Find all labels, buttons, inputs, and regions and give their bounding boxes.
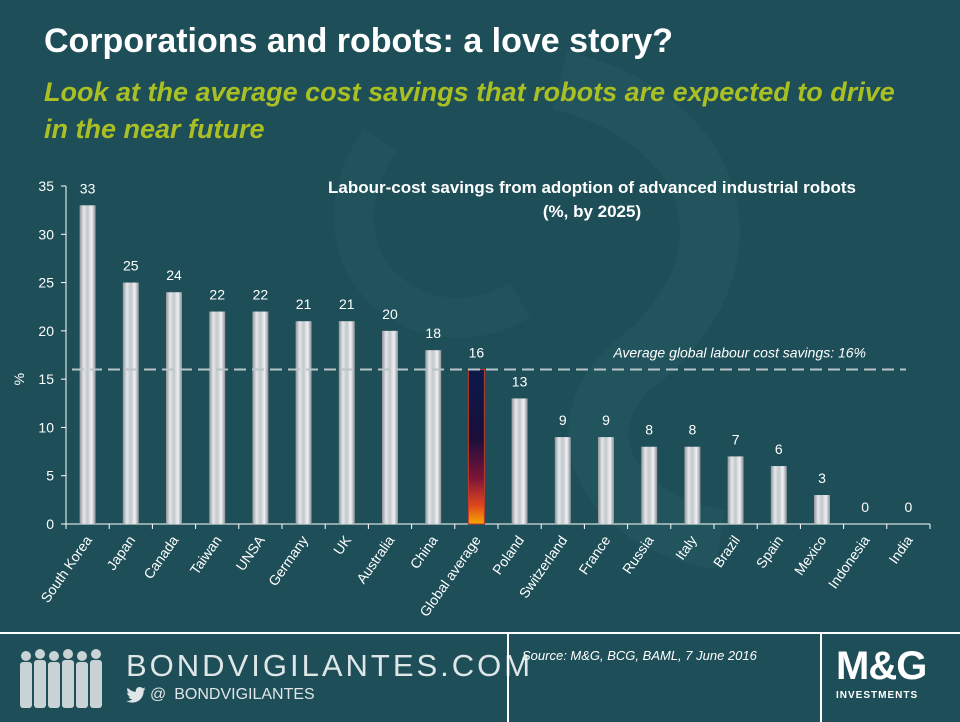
- y-tick-label: 20: [38, 323, 54, 339]
- at-symbol: @: [150, 686, 167, 703]
- data-label: 7: [732, 431, 740, 447]
- chart-title-line-1: Labour-cost savings from adoption of adv…: [328, 178, 856, 197]
- category-label: UK: [330, 532, 355, 558]
- brand-url[interactable]: BONDVIGILANTES.COM: [126, 648, 534, 683]
- bar: [727, 456, 744, 524]
- mg-logo: M&G INVESTMENTS: [836, 644, 948, 714]
- bar: [338, 321, 355, 524]
- y-axis-label: %: [11, 373, 27, 385]
- bar: [554, 437, 571, 524]
- reference-line-label: Average global labour cost savings: 16%: [612, 344, 866, 360]
- chart-title-line-2: (%, by 2025): [542, 202, 642, 221]
- data-label: 16: [469, 344, 485, 360]
- data-label: 22: [253, 287, 269, 303]
- twitter-handle: BONDVIGILANTES: [174, 686, 315, 703]
- twitter-row[interactable]: @ BONDVIGILANTES: [126, 684, 315, 706]
- data-label: 21: [339, 296, 355, 312]
- bar: [425, 350, 442, 524]
- data-label: 8: [645, 422, 653, 438]
- category-label: India: [885, 532, 916, 566]
- bar: [511, 398, 528, 524]
- bar: [598, 437, 614, 524]
- y-tick-label: 0: [46, 516, 54, 532]
- category-label: Germany: [265, 533, 311, 589]
- twitter-bird-icon: [126, 687, 146, 703]
- bar: [79, 205, 96, 525]
- bar: [814, 495, 830, 524]
- data-label: 0: [861, 499, 869, 515]
- data-label: 22: [209, 287, 225, 303]
- category-label: China: [407, 532, 441, 571]
- logo-subtext: INVESTMENTS: [836, 690, 919, 701]
- category-label: UNSA: [232, 532, 268, 574]
- y-tick-label: 35: [38, 178, 54, 194]
- category-label: Indonesia: [825, 532, 873, 591]
- category-label: Brazil: [710, 533, 743, 571]
- data-label: 3: [818, 470, 826, 486]
- data-label: 0: [905, 499, 913, 515]
- page-title: Corporations and robots: a love story?: [44, 22, 674, 60]
- bar: [641, 446, 658, 524]
- bar: [252, 311, 269, 524]
- y-tick-label: 10: [38, 419, 54, 435]
- page-subtitle: Look at the average cost savings that ro…: [44, 77, 895, 144]
- data-label: 6: [775, 441, 783, 457]
- y-tick-label: 5: [46, 468, 54, 484]
- bar: [122, 282, 139, 524]
- category-label: Taiwan: [187, 533, 225, 578]
- data-label: 20: [382, 306, 398, 322]
- data-label: 18: [425, 325, 441, 341]
- category-label: Poland: [489, 533, 527, 578]
- bar: [770, 466, 787, 524]
- category-label: Italy: [672, 533, 700, 563]
- bar: [684, 446, 701, 524]
- y-tick-label: 30: [38, 226, 54, 242]
- category-label: Japan: [103, 533, 138, 573]
- category-label: Russia: [619, 532, 657, 576]
- category-label: France: [575, 532, 613, 577]
- bar: [382, 330, 398, 524]
- footer: BONDVIGILANTES.COM @ BONDVIGILANTES Sour…: [0, 632, 960, 722]
- footer-divider: [507, 634, 509, 722]
- category-label: Canada: [140, 532, 181, 582]
- bar: [209, 311, 226, 524]
- people-silhouettes-icon: [20, 649, 102, 708]
- category-label: South Korea: [37, 532, 95, 605]
- bar: [295, 321, 312, 524]
- data-label: 33: [80, 180, 96, 196]
- bar: [166, 292, 182, 524]
- category-label: Australia: [353, 532, 397, 586]
- bar: [467, 368, 485, 525]
- data-label: 21: [296, 296, 312, 312]
- footer-divider: [820, 634, 822, 722]
- data-label: 24: [166, 267, 182, 283]
- data-label: 9: [559, 412, 567, 428]
- data-label: 13: [512, 373, 528, 389]
- data-label: 8: [689, 422, 697, 438]
- category-label: Mexico: [791, 532, 830, 578]
- logo-text: M&G: [836, 644, 927, 688]
- source-note: Source: M&G, BCG, BAML, 7 June 2016: [522, 648, 757, 663]
- data-label: 25: [123, 258, 139, 274]
- chart-title: Labour-cost savings from adoption of adv…: [232, 176, 952, 224]
- y-tick-label: 25: [38, 275, 54, 291]
- category-label: Spain: [753, 533, 787, 572]
- y-tick-label: 15: [38, 371, 54, 387]
- data-label: 9: [602, 412, 610, 428]
